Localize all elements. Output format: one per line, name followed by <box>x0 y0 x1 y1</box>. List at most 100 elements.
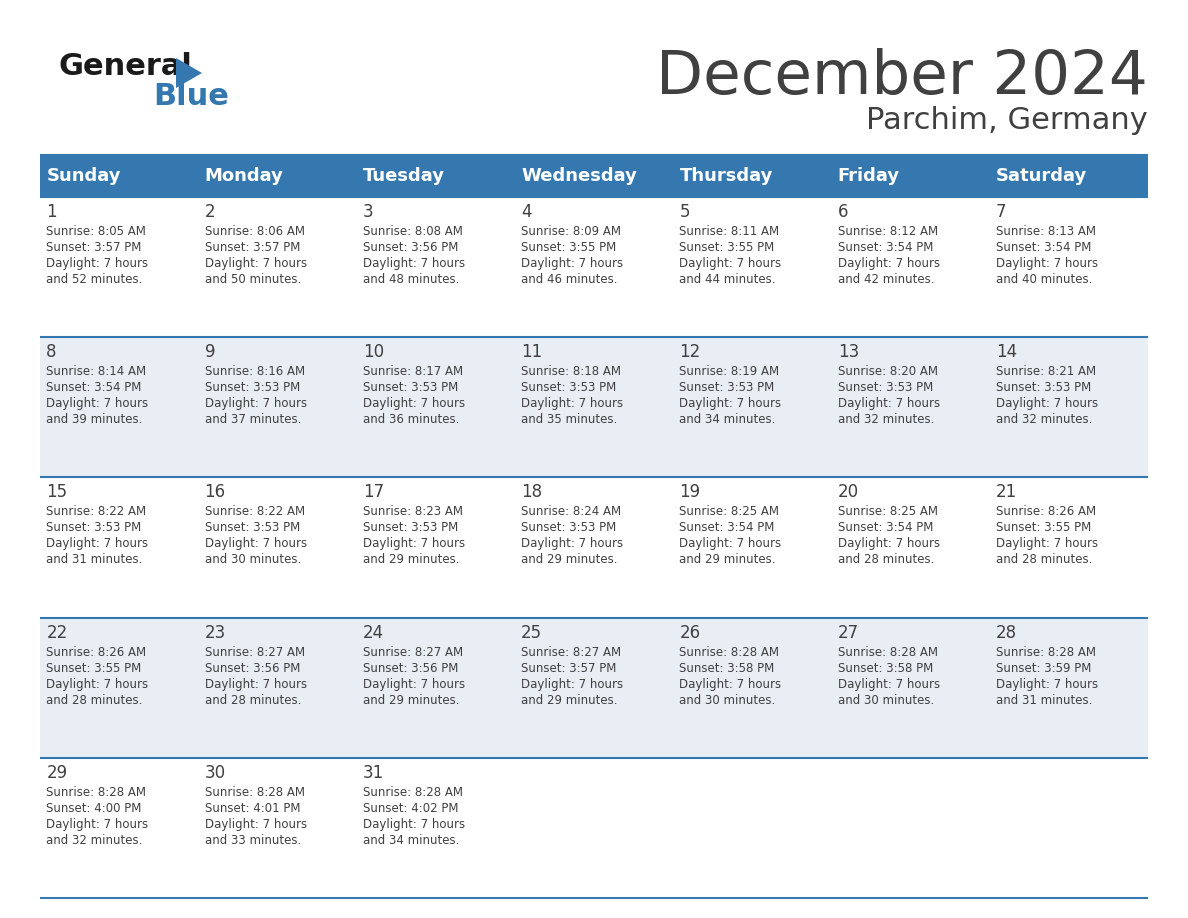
Text: Sunrise: 8:18 AM: Sunrise: 8:18 AM <box>522 365 621 378</box>
Text: and 32 minutes.: and 32 minutes. <box>838 413 934 426</box>
Text: Sunset: 3:55 PM: Sunset: 3:55 PM <box>996 521 1092 534</box>
Text: and 30 minutes.: and 30 minutes. <box>680 694 776 707</box>
Text: Daylight: 7 hours: Daylight: 7 hours <box>680 257 782 270</box>
Text: 15: 15 <box>46 484 68 501</box>
Text: Sunday: Sunday <box>46 167 121 185</box>
Text: December 2024: December 2024 <box>656 48 1148 107</box>
Text: Tuesday: Tuesday <box>362 167 444 185</box>
Text: Parchim, Germany: Parchim, Germany <box>866 106 1148 135</box>
Text: Sunset: 3:54 PM: Sunset: 3:54 PM <box>680 521 775 534</box>
Bar <box>40 477 1148 618</box>
Text: Sunrise: 8:22 AM: Sunrise: 8:22 AM <box>204 506 305 519</box>
Text: 1: 1 <box>46 203 57 221</box>
Text: and 33 minutes.: and 33 minutes. <box>204 834 301 846</box>
Text: Sunset: 3:54 PM: Sunset: 3:54 PM <box>996 241 1092 254</box>
Text: 6: 6 <box>838 203 848 221</box>
Bar <box>40 337 1148 477</box>
Text: Daylight: 7 hours: Daylight: 7 hours <box>996 397 1098 410</box>
Text: Sunrise: 8:05 AM: Sunrise: 8:05 AM <box>46 225 146 238</box>
Text: Sunset: 3:54 PM: Sunset: 3:54 PM <box>46 381 141 394</box>
Text: Sunrise: 8:27 AM: Sunrise: 8:27 AM <box>204 645 305 658</box>
Text: Sunrise: 8:28 AM: Sunrise: 8:28 AM <box>996 645 1097 658</box>
Text: Daylight: 7 hours: Daylight: 7 hours <box>838 677 940 690</box>
Text: Daylight: 7 hours: Daylight: 7 hours <box>46 537 148 551</box>
Text: Sunset: 3:55 PM: Sunset: 3:55 PM <box>680 241 775 254</box>
Text: and 46 minutes.: and 46 minutes. <box>522 273 618 286</box>
Text: Daylight: 7 hours: Daylight: 7 hours <box>204 818 307 831</box>
Text: Sunrise: 8:28 AM: Sunrise: 8:28 AM <box>838 645 937 658</box>
Text: Sunrise: 8:11 AM: Sunrise: 8:11 AM <box>680 225 779 238</box>
Text: 17: 17 <box>362 484 384 501</box>
Text: Sunset: 3:58 PM: Sunset: 3:58 PM <box>680 662 775 675</box>
Text: Sunset: 3:56 PM: Sunset: 3:56 PM <box>362 662 459 675</box>
Text: Daylight: 7 hours: Daylight: 7 hours <box>46 397 148 410</box>
Text: Sunset: 3:53 PM: Sunset: 3:53 PM <box>362 381 459 394</box>
Text: Sunset: 3:59 PM: Sunset: 3:59 PM <box>996 662 1092 675</box>
Text: and 29 minutes.: and 29 minutes. <box>362 694 460 707</box>
Text: Daylight: 7 hours: Daylight: 7 hours <box>838 537 940 551</box>
Text: Sunset: 3:53 PM: Sunset: 3:53 PM <box>204 521 299 534</box>
Text: Sunrise: 8:26 AM: Sunrise: 8:26 AM <box>996 506 1097 519</box>
Text: and 28 minutes.: and 28 minutes. <box>204 694 301 707</box>
Text: and 32 minutes.: and 32 minutes. <box>996 413 1093 426</box>
Text: Sunset: 3:54 PM: Sunset: 3:54 PM <box>838 521 933 534</box>
Text: Sunrise: 8:21 AM: Sunrise: 8:21 AM <box>996 365 1097 378</box>
Text: 12: 12 <box>680 343 701 361</box>
Text: 16: 16 <box>204 484 226 501</box>
Text: Wednesday: Wednesday <box>522 167 637 185</box>
Text: Daylight: 7 hours: Daylight: 7 hours <box>996 537 1098 551</box>
Text: 22: 22 <box>46 623 68 642</box>
Text: and 29 minutes.: and 29 minutes. <box>362 554 460 566</box>
Text: Saturday: Saturday <box>996 167 1087 185</box>
Bar <box>40 155 1148 197</box>
Text: Sunset: 3:53 PM: Sunset: 3:53 PM <box>522 521 617 534</box>
Text: Sunset: 4:01 PM: Sunset: 4:01 PM <box>204 801 301 815</box>
Text: Daylight: 7 hours: Daylight: 7 hours <box>680 537 782 551</box>
Text: Sunset: 3:55 PM: Sunset: 3:55 PM <box>522 241 617 254</box>
Text: and 36 minutes.: and 36 minutes. <box>362 413 460 426</box>
Text: and 32 minutes.: and 32 minutes. <box>46 834 143 846</box>
Text: Sunset: 3:53 PM: Sunset: 3:53 PM <box>522 381 617 394</box>
Text: Daylight: 7 hours: Daylight: 7 hours <box>680 677 782 690</box>
Text: Daylight: 7 hours: Daylight: 7 hours <box>204 537 307 551</box>
Text: Daylight: 7 hours: Daylight: 7 hours <box>204 257 307 270</box>
Text: Sunrise: 8:27 AM: Sunrise: 8:27 AM <box>522 645 621 658</box>
Text: Sunset: 3:57 PM: Sunset: 3:57 PM <box>46 241 141 254</box>
Text: 20: 20 <box>838 484 859 501</box>
Text: Daylight: 7 hours: Daylight: 7 hours <box>996 257 1098 270</box>
Text: and 29 minutes.: and 29 minutes. <box>522 554 618 566</box>
Text: Daylight: 7 hours: Daylight: 7 hours <box>838 397 940 410</box>
Text: Sunset: 3:53 PM: Sunset: 3:53 PM <box>680 381 775 394</box>
Text: 2: 2 <box>204 203 215 221</box>
Text: Blue: Blue <box>153 82 229 111</box>
Text: Thursday: Thursday <box>680 167 773 185</box>
Text: and 35 minutes.: and 35 minutes. <box>522 413 618 426</box>
Text: 10: 10 <box>362 343 384 361</box>
Text: 3: 3 <box>362 203 373 221</box>
Text: and 44 minutes.: and 44 minutes. <box>680 273 776 286</box>
Text: 28: 28 <box>996 623 1017 642</box>
Text: Daylight: 7 hours: Daylight: 7 hours <box>204 397 307 410</box>
Text: and 40 minutes.: and 40 minutes. <box>996 273 1093 286</box>
Text: Sunrise: 8:28 AM: Sunrise: 8:28 AM <box>204 786 304 799</box>
Text: and 42 minutes.: and 42 minutes. <box>838 273 934 286</box>
Bar <box>40 757 1148 898</box>
Text: Sunrise: 8:22 AM: Sunrise: 8:22 AM <box>46 506 146 519</box>
Text: Daylight: 7 hours: Daylight: 7 hours <box>204 677 307 690</box>
Text: Daylight: 7 hours: Daylight: 7 hours <box>362 818 465 831</box>
Text: Daylight: 7 hours: Daylight: 7 hours <box>362 537 465 551</box>
Text: 24: 24 <box>362 623 384 642</box>
Polygon shape <box>176 58 202 88</box>
Text: 26: 26 <box>680 623 701 642</box>
Text: 8: 8 <box>46 343 57 361</box>
Text: 5: 5 <box>680 203 690 221</box>
Text: and 34 minutes.: and 34 minutes. <box>680 413 776 426</box>
Text: Sunrise: 8:25 AM: Sunrise: 8:25 AM <box>680 506 779 519</box>
Text: Sunrise: 8:25 AM: Sunrise: 8:25 AM <box>838 506 937 519</box>
Text: Sunrise: 8:20 AM: Sunrise: 8:20 AM <box>838 365 937 378</box>
Text: Sunset: 3:56 PM: Sunset: 3:56 PM <box>204 662 301 675</box>
Text: Sunrise: 8:23 AM: Sunrise: 8:23 AM <box>362 506 463 519</box>
Text: Sunrise: 8:08 AM: Sunrise: 8:08 AM <box>362 225 463 238</box>
Text: 18: 18 <box>522 484 542 501</box>
Text: Daylight: 7 hours: Daylight: 7 hours <box>522 537 624 551</box>
